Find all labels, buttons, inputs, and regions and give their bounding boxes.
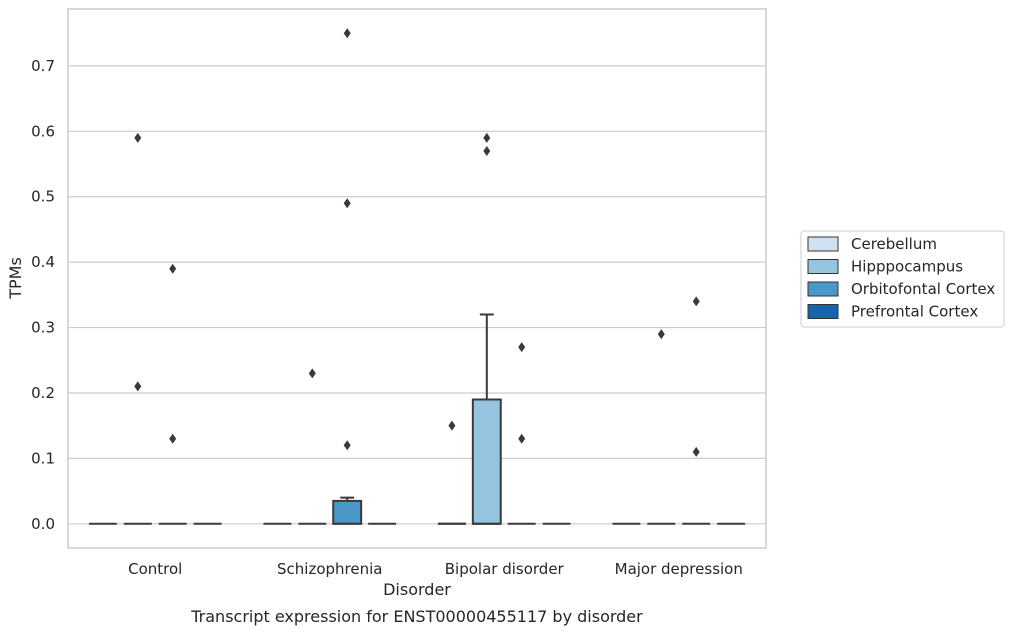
outlier-point xyxy=(169,433,177,444)
y-tick-label: 0.2 xyxy=(31,384,55,402)
legend-label: Prefrontal Cortex xyxy=(851,303,978,321)
box-hipppocampus xyxy=(647,329,676,525)
outlier-point xyxy=(483,145,491,156)
y-axis-label: TPMs xyxy=(6,257,25,300)
outlier-point xyxy=(308,368,316,379)
outlier-point xyxy=(134,381,142,392)
box-orbitofontal-cortex xyxy=(682,296,711,525)
box-body xyxy=(332,499,363,525)
y-tick-label: 0.4 xyxy=(31,253,55,271)
box-body xyxy=(471,398,502,525)
legend-frame xyxy=(800,230,1005,328)
box-orbitofontal-cortex xyxy=(332,28,363,525)
x-tick-label: Schizophrenia xyxy=(277,560,382,578)
box-group xyxy=(88,28,746,525)
y-tick-label: 0.6 xyxy=(31,122,55,140)
box-hipppocampus xyxy=(298,368,327,525)
x-tick-label: Bipolar disorder xyxy=(445,560,565,578)
outlier-point xyxy=(343,198,351,209)
y-tick-label: 0.5 xyxy=(31,188,55,206)
legend: Cerebellum Hipppocampus Orbitofontal Corte… xyxy=(800,230,1005,328)
box-orbitofontal-cortex xyxy=(507,342,536,525)
outlier-point xyxy=(483,132,491,143)
y-tick-label: 0.3 xyxy=(31,319,55,337)
legend-swatch xyxy=(807,236,839,252)
y-tick-label: 0.1 xyxy=(31,449,55,467)
grid-lines xyxy=(68,65,766,525)
plot-area xyxy=(67,8,767,549)
y-axis-ticks: 0.0 0.1 0.2 0.3 0.4 0.5 0.6 0.7 xyxy=(31,57,55,533)
legend-swatch xyxy=(807,259,839,274)
box-cerebellum xyxy=(437,420,466,525)
legend-swatch xyxy=(807,304,839,319)
x-tick-label: Control xyxy=(128,560,182,578)
outlier-point xyxy=(134,132,142,143)
outlier-point xyxy=(169,263,177,274)
outlier-point xyxy=(518,433,526,444)
chart-caption: Transcript expression for ENST0000045511… xyxy=(190,607,643,626)
box-hipppocampus xyxy=(471,132,502,525)
legend-swatch xyxy=(807,281,839,297)
legend-label: Cerebellum xyxy=(851,235,937,253)
legend-label: Hipppocampus xyxy=(851,258,963,276)
outlier-point xyxy=(518,342,526,353)
y-tick-label: 0.7 xyxy=(31,57,55,75)
y-tick-label: 0.0 xyxy=(31,515,55,533)
outlier-point xyxy=(343,440,351,451)
x-axis-label: Disorder xyxy=(383,580,451,599)
x-axis-ticks: Control Schizophrenia Bipolar disorder Majo… xyxy=(128,560,743,578)
outlier-point xyxy=(343,28,351,39)
outlier-point xyxy=(692,446,700,457)
outlier-point xyxy=(448,420,456,431)
box-orbitofontal-cortex xyxy=(158,263,187,525)
outlier-point xyxy=(692,296,700,307)
x-tick-label: Major depression xyxy=(615,560,743,578)
box-hipppocampus xyxy=(123,132,152,525)
legend-label: Orbitofontal Cortex xyxy=(851,280,995,298)
outlier-point xyxy=(657,329,665,340)
